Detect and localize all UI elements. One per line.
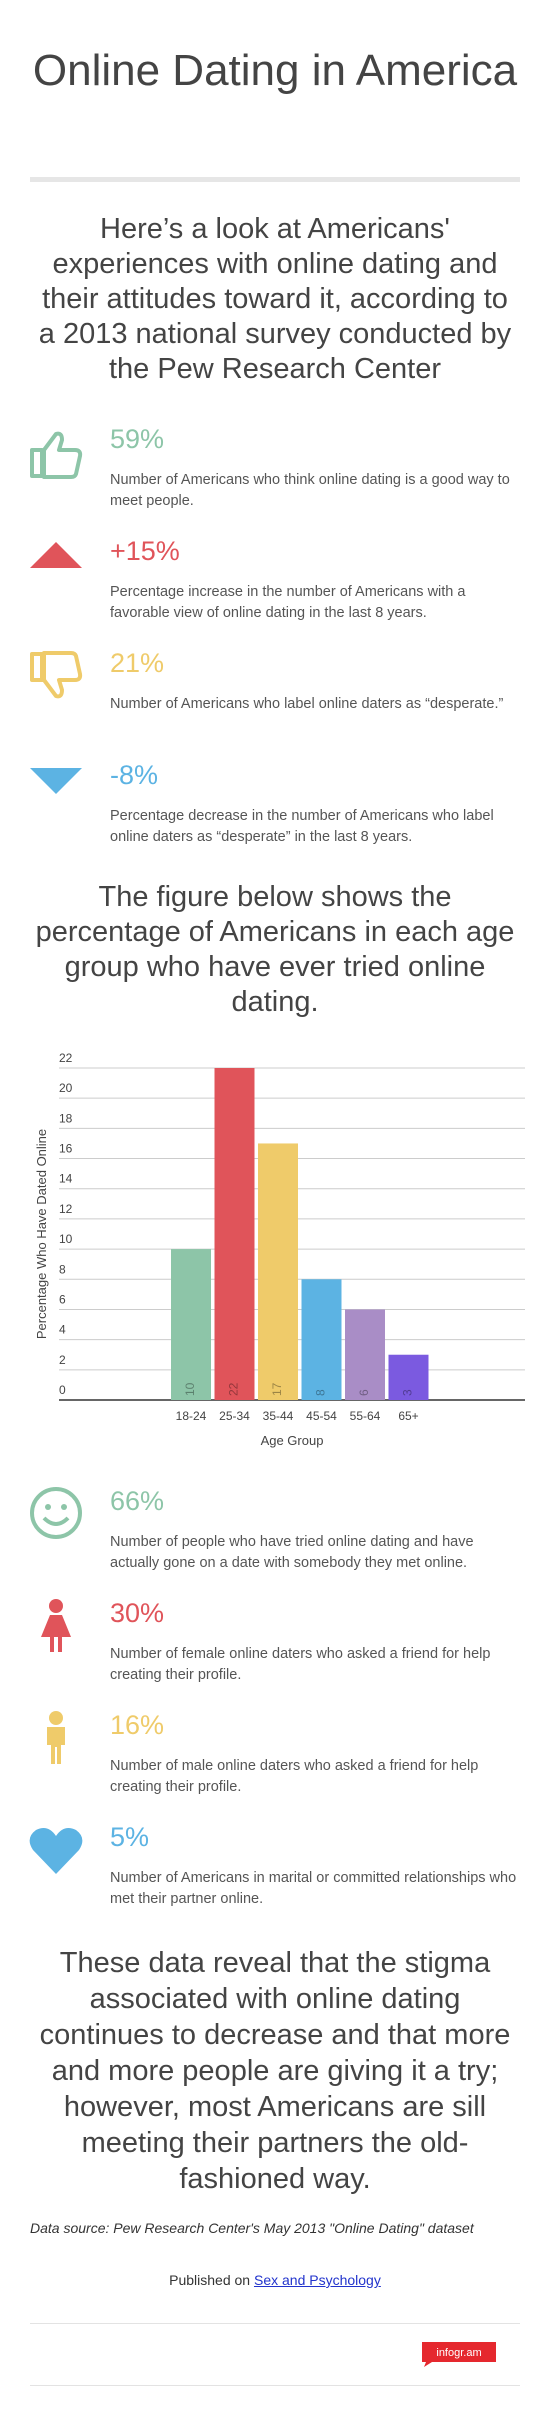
stat-text: Percentage decrease in the number of Ame… (110, 808, 494, 845)
divider (30, 177, 520, 182)
divider (30, 2323, 520, 2324)
female-icon (41, 1599, 71, 1652)
bar (301, 1279, 342, 1400)
divider (30, 2385, 520, 2386)
x-tick-label: 25-34 (219, 1409, 250, 1423)
logo-text: infogr.am (436, 2347, 481, 2359)
stat-value: +15% (110, 536, 180, 566)
x-tick-label: 65+ (398, 1409, 418, 1423)
conclusion: These data reveal that the stigma associ… (39, 1947, 511, 2195)
bar (214, 1068, 255, 1400)
male-icon (47, 1711, 65, 1764)
y-tick-label: 12 (59, 1202, 73, 1216)
bar-value-label: 6 (357, 1389, 371, 1396)
source: Data source: Pew Research Center's May 2… (30, 2220, 474, 2236)
bar (345, 1309, 385, 1400)
stat-value: -8% (110, 760, 159, 790)
y-axis-label: Percentage Who Have Dated Online (34, 1129, 49, 1339)
chart: 0 2 4 6 8 10 12 14 16 18 20 22 Percentage Who Have D… (34, 1051, 525, 1448)
stat-value: 21% (110, 648, 165, 678)
stat-text: Number of Americans in marital or commit… (110, 1870, 517, 1907)
intro: Here’s a look at Americans' experiences … (38, 213, 512, 385)
y-tick-label: 18 (59, 1111, 73, 1125)
bar (388, 1354, 429, 1400)
x-tick-label: 18-24 (176, 1409, 207, 1423)
stat-value: 5% (110, 1822, 150, 1852)
x-tick-label: 45-54 (306, 1409, 337, 1423)
thumbs-up-icon (30, 431, 83, 479)
title: Online Dating in America (32, 46, 518, 95)
smiley-icon (30, 1487, 82, 1539)
published: Published on Sex and Psychology (0, 2272, 550, 2288)
stat-value: 30% (110, 1598, 165, 1628)
bar-value-label: 10 (183, 1382, 197, 1396)
stat-value: 59% (110, 424, 165, 454)
y-tick-label: 0 (59, 1383, 66, 1397)
y-tick-label: 4 (59, 1323, 66, 1337)
bar-value-label: 22 (227, 1382, 241, 1396)
thumbs-down-icon (30, 651, 83, 699)
bar-value-label: 17 (270, 1382, 284, 1396)
logo: infogr.am (422, 2342, 496, 2367)
y-tick-label: 8 (59, 1262, 66, 1276)
bar-value-label: 8 (314, 1389, 328, 1396)
stat-text: Percentage increase in the number of Ame… (110, 584, 466, 621)
y-tick-label: 14 (59, 1172, 73, 1186)
x-tick-label: 35-44 (263, 1409, 294, 1423)
published-prefix: Published on (169, 2272, 251, 2288)
bar (258, 1143, 298, 1400)
figure-intro: The figure below shows the percentage of… (35, 881, 515, 1018)
down-triangle-icon (30, 768, 82, 794)
y-tick-label: 2 (59, 1353, 66, 1367)
bar (171, 1249, 211, 1400)
heart-icon (29, 1828, 83, 1874)
up-triangle-icon (30, 542, 82, 568)
x-tick-label: 55-64 (350, 1409, 381, 1423)
y-tick-label: 10 (59, 1232, 73, 1246)
y-tick-label: 16 (59, 1142, 73, 1156)
published-link[interactable]: Sex and Psychology (253, 2272, 381, 2288)
stat-value: 16% (110, 1710, 165, 1740)
stat-value: 66% (110, 1486, 165, 1516)
bar-value-label: 3 (401, 1389, 415, 1396)
stat-text: Number of female online daters who asked… (110, 1646, 491, 1683)
x-axis-label: Age Group (261, 1433, 324, 1448)
stat-text: Number of people who have tried online d… (110, 1534, 474, 1571)
stat-text: Number of male online daters who asked a… (110, 1758, 479, 1795)
y-tick-label: 22 (59, 1051, 73, 1065)
y-tick-label: 6 (59, 1292, 66, 1306)
y-tick-label: 20 (59, 1081, 73, 1095)
stat-text: Number of Americans who think online dat… (110, 472, 510, 509)
stat-text: Number of Americans who label online dat… (110, 696, 504, 712)
